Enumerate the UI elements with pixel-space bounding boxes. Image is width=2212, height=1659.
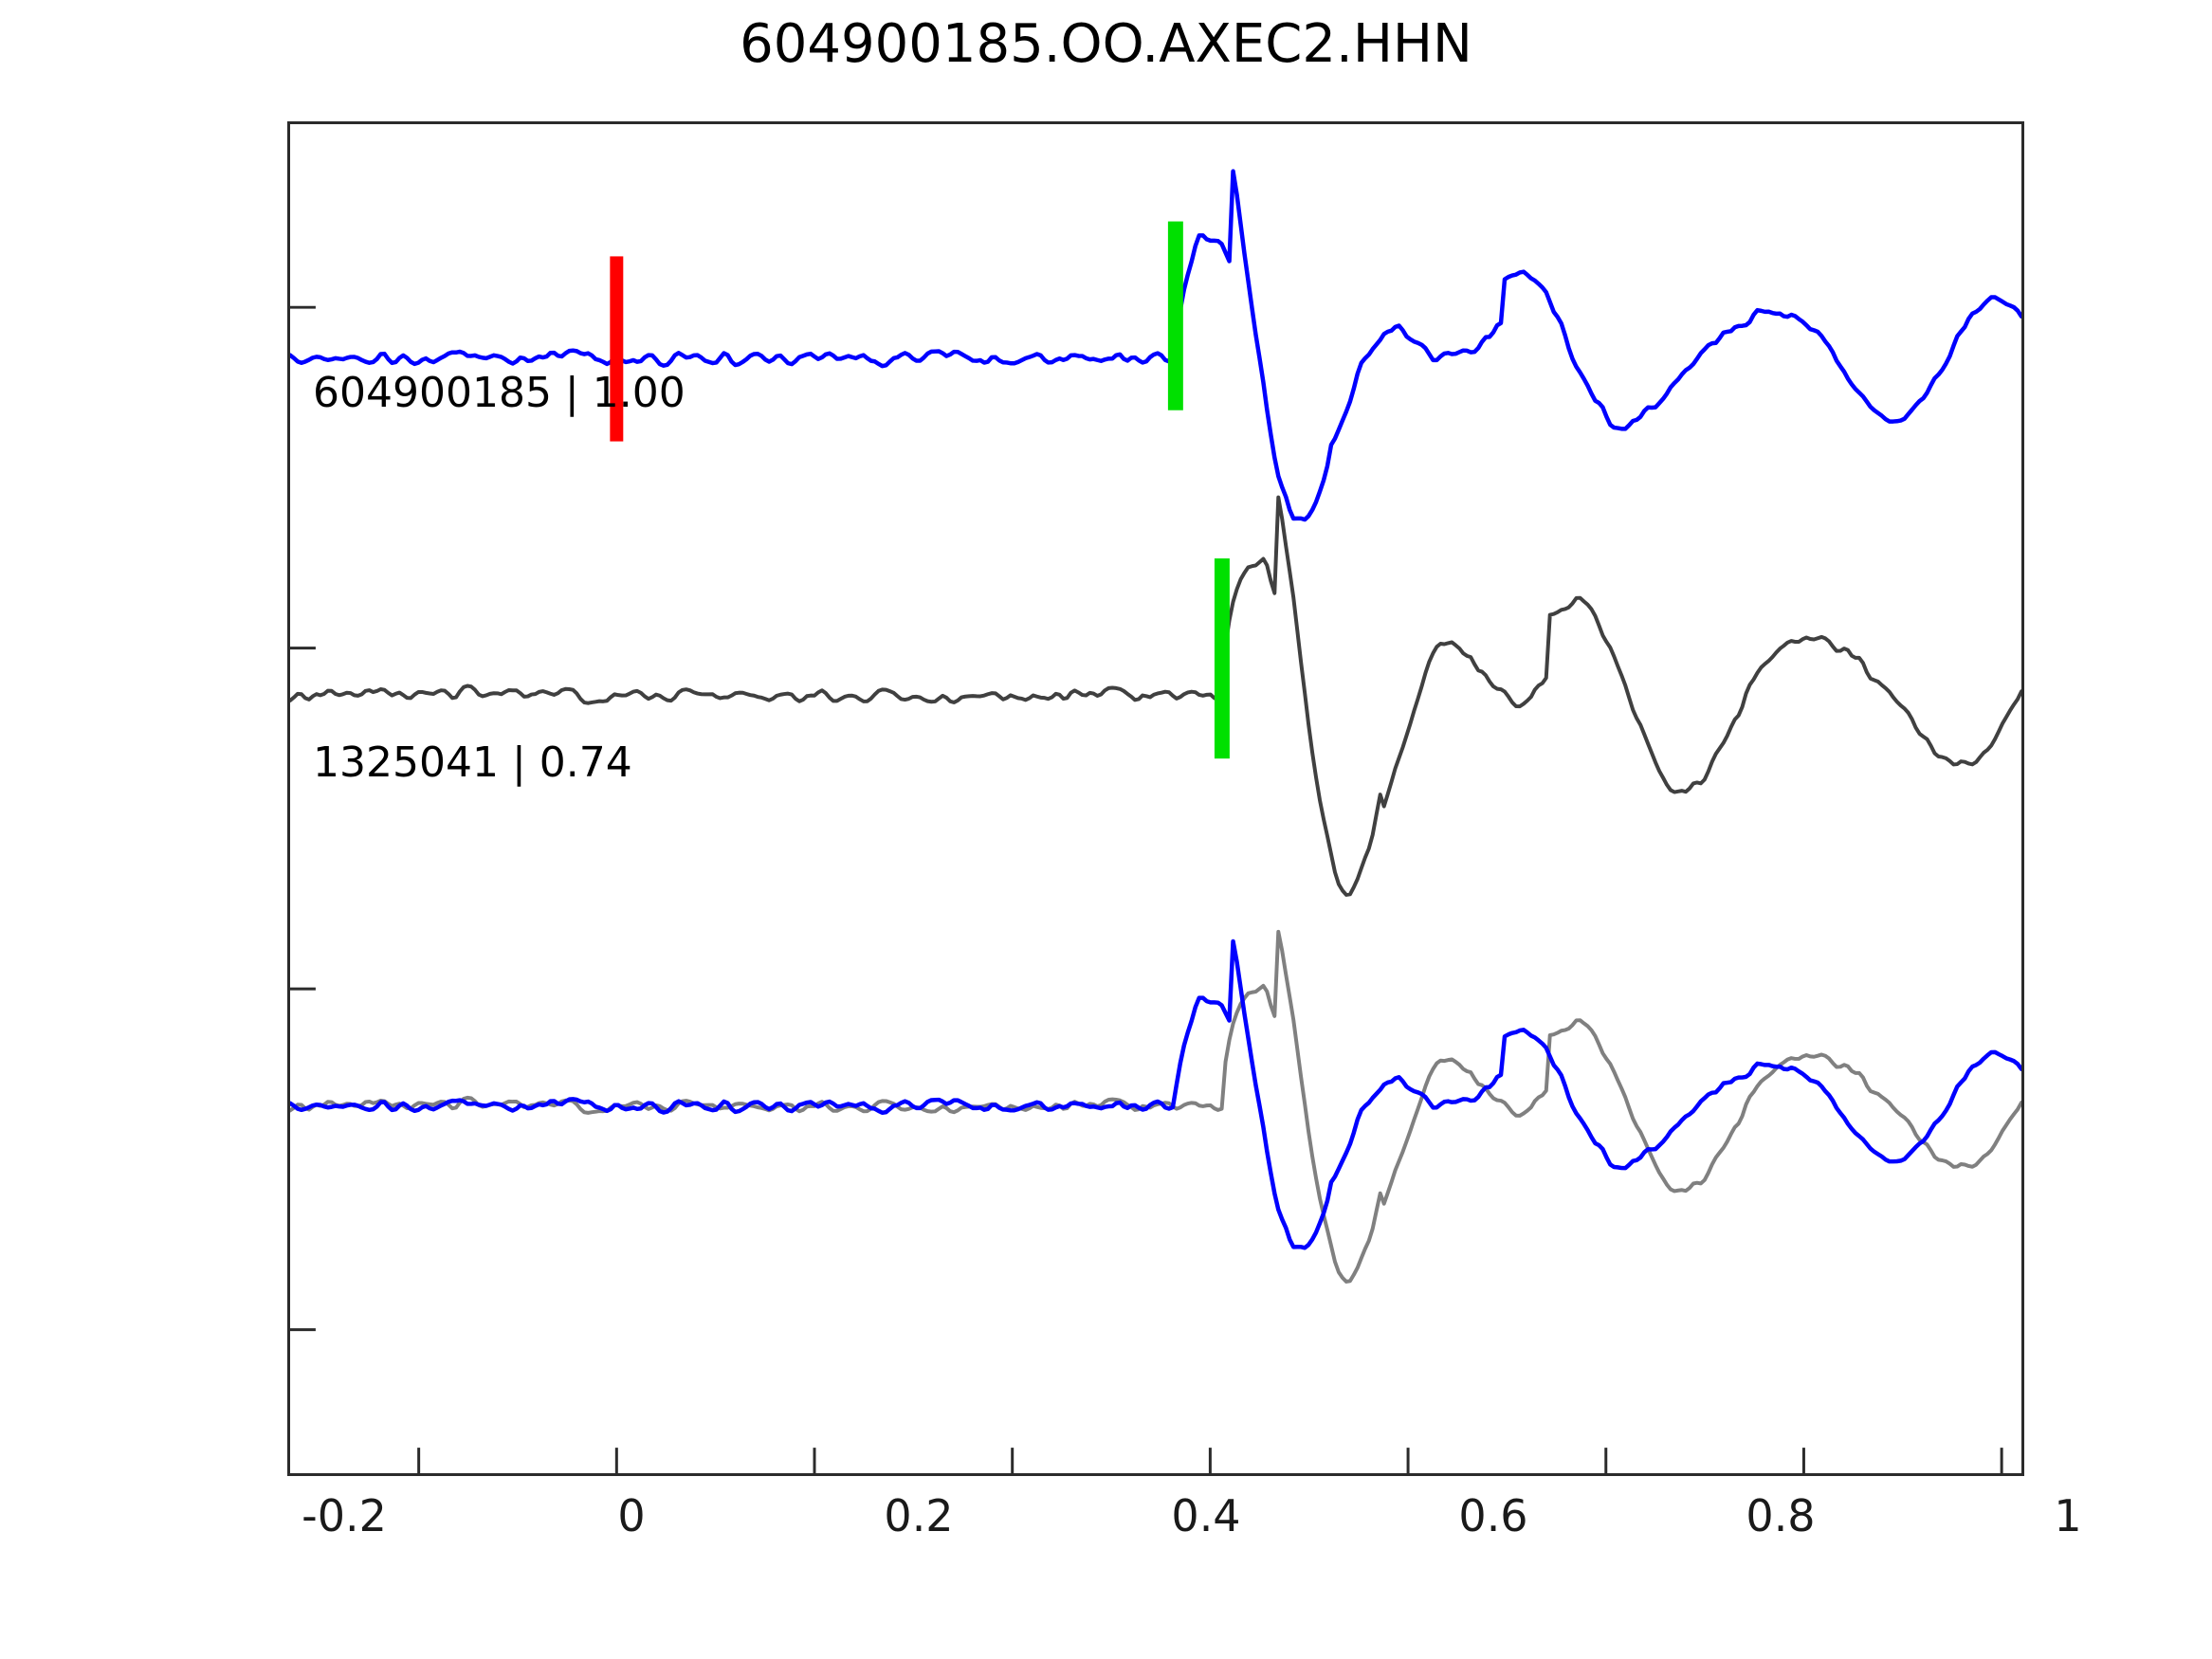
trace-1325041-path xyxy=(290,495,2021,897)
phase-pick-marker-trace2 xyxy=(1214,558,1230,759)
xtick-label-0.4: 0.4 xyxy=(1171,1490,1241,1541)
xtick-label-0: 0 xyxy=(617,1490,646,1541)
trace-2-label: 1325041 | 0.74 xyxy=(313,738,632,787)
trace-1-label: 604900185 | 1.00 xyxy=(313,369,686,417)
phase-pick-marker-trace1 xyxy=(1167,221,1183,410)
origin-pick-marker xyxy=(610,256,624,442)
page-title: 604900185.OO.AXEC2.HHN xyxy=(740,13,1472,75)
plot-frame: 604900185 | 1.00 1325041 | 0.74 xyxy=(287,121,2024,1476)
waveform-render-layer xyxy=(290,169,2021,1473)
overlay-604900185-path xyxy=(290,939,2021,1250)
xtick-label-0.2: 0.2 xyxy=(884,1490,954,1541)
xtick-label-1: 1 xyxy=(2054,1490,2082,1541)
overlay-1325041-path xyxy=(290,929,2021,1284)
trace-604900185-path xyxy=(290,169,2021,522)
xtick-label--0.2: -0.2 xyxy=(302,1490,387,1541)
xtick-label-0.6: 0.6 xyxy=(1458,1490,1528,1541)
xtick-label-0.8: 0.8 xyxy=(1746,1490,1816,1541)
